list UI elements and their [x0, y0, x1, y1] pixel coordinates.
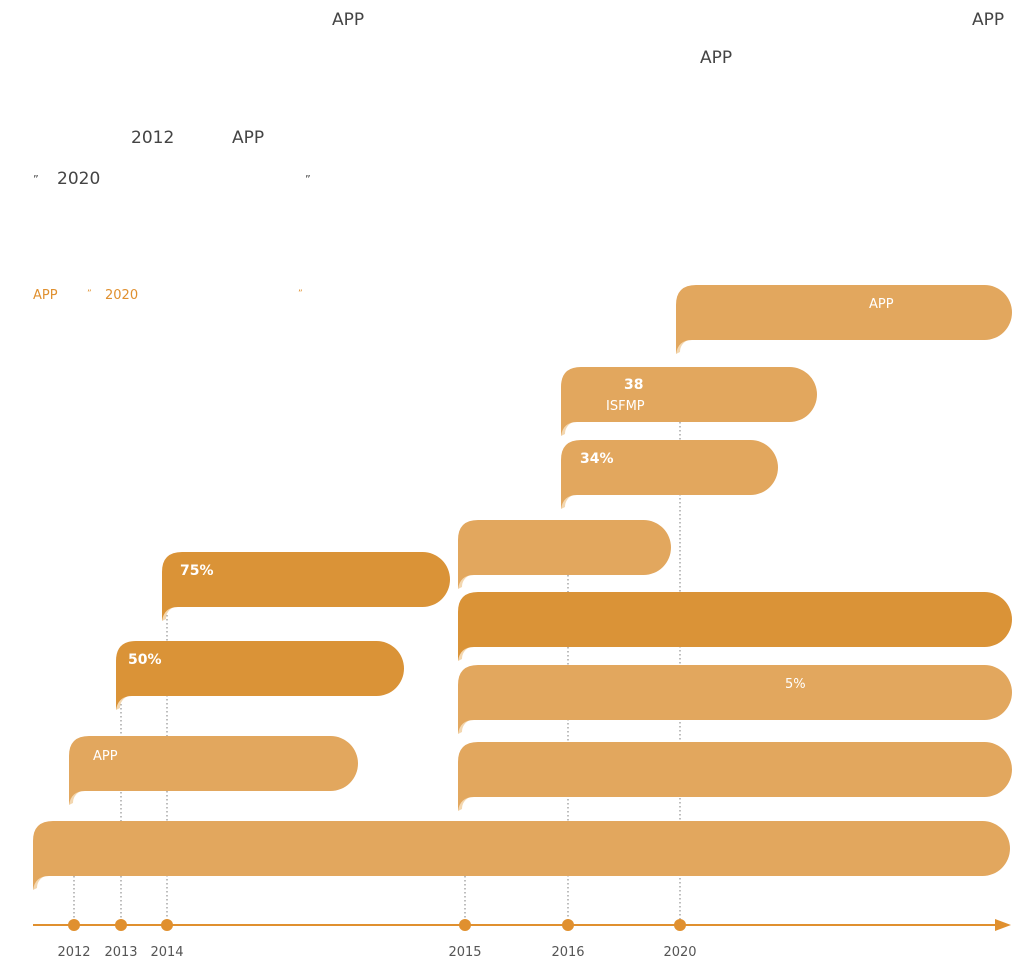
year-dot-2014 — [161, 919, 173, 931]
timeline-bar-2015-bar-2 — [458, 665, 1012, 734]
year-dot-2015 — [459, 919, 471, 931]
year-dot-2012 — [68, 919, 80, 931]
timeline-bar-2016-bar-2 — [561, 367, 817, 436]
timeline-bar-2012-bar — [69, 736, 358, 805]
intro-app-1: APP — [332, 10, 365, 30]
timeline-bar-2016-bar-1 — [561, 440, 778, 509]
year-label-2013: 2013 — [104, 945, 137, 960]
year-label-2012: 2012 — [57, 945, 90, 960]
year-label-2014: 2014 — [150, 945, 183, 960]
timeline-bar-2014-bar — [162, 552, 450, 621]
bar-label-2020-bar-0: APP — [869, 297, 894, 312]
timeline-bar-2015-bar-4 — [458, 742, 1012, 811]
year-dot-2013 — [115, 919, 127, 931]
subtitle-open-quote: ” — [87, 289, 92, 299]
bar-label-2015-bar-2-0: 5% — [785, 677, 806, 692]
intro-close-quote: ” — [305, 173, 311, 186]
timeline-bar-2015-bar-3 — [458, 592, 1012, 661]
bar-label-2013-bar-0: 50% — [128, 652, 162, 668]
timeline-bar-2015-bar-1 — [458, 520, 671, 589]
intro-app-3: APP — [700, 48, 733, 68]
intro-app-2: APP — [972, 10, 1005, 30]
intro-year-2012: 2012 — [131, 128, 175, 148]
year-dot-2020 — [674, 919, 686, 931]
timeline-bar-2013-bar — [116, 640, 404, 710]
intro-open-quote: ” — [33, 173, 39, 186]
bar-label-2016-bar-2-1: ISFMP — [606, 399, 645, 414]
intro-year-2020: 2020 — [57, 169, 101, 189]
subtitle-app: APP — [33, 288, 58, 303]
year-dot-2016 — [562, 919, 574, 931]
bar-label-2014-bar-0: 75% — [180, 563, 214, 579]
subtitle-year: 2020 — [105, 288, 139, 303]
intro-app-4: APP — [232, 128, 265, 148]
bar-label-2012-bar-0: APP — [93, 749, 118, 764]
timeline-bar-base — [33, 821, 1010, 890]
year-label-2015: 2015 — [448, 945, 481, 960]
timeline-bar-2020-bar — [676, 285, 1012, 354]
bar-label-2016-bar-1-0: 34% — [580, 451, 614, 467]
year-label-2020: 2020 — [663, 945, 696, 960]
timeline-arrow-icon — [995, 919, 1011, 931]
year-label-2016: 2016 — [551, 945, 584, 960]
subtitle-close-quote: ” — [298, 289, 303, 299]
bar-label-2016-bar-2-0: 38 — [624, 377, 643, 393]
